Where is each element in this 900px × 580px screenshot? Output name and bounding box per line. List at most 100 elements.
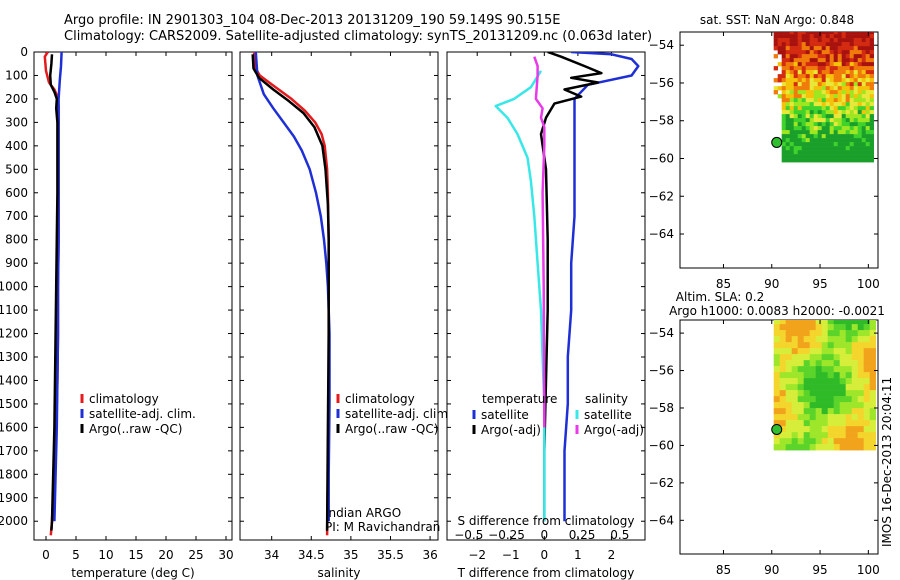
- sst_map-cell: [861, 150, 866, 155]
- sst_map-cell: [821, 158, 826, 163]
- sst_map-cell: [805, 42, 810, 47]
- sst_map-cell: [825, 42, 830, 47]
- sst_map-cell: [789, 50, 794, 55]
- sst_map-cell: [813, 74, 818, 79]
- sst_map-cell: [853, 82, 858, 87]
- sst_map-cell: [841, 54, 846, 59]
- sla_map-cell: [779, 384, 786, 391]
- sst_map-cell: [781, 66, 786, 71]
- sst_map-cell: [789, 102, 794, 107]
- sst_map-cell: [825, 82, 830, 87]
- sst_map-cell: [857, 118, 862, 123]
- sla_map-cell: [815, 324, 822, 331]
- sst_map-cell: [841, 34, 846, 39]
- sla_map-cell: [803, 402, 810, 409]
- sst_map-cell: [805, 102, 810, 107]
- sla_map-cell: [773, 378, 780, 385]
- sst_map-cell: [801, 118, 806, 123]
- sla_map-cell: [797, 420, 804, 427]
- sst_map-cell: [785, 78, 790, 83]
- sst_map-cell: [837, 114, 842, 119]
- sst_map-cell: [837, 98, 842, 103]
- sst_map-cell: [781, 82, 786, 87]
- sla_map-cell: [851, 330, 858, 337]
- sla_map-cell: [839, 342, 846, 349]
- sla_map-cell: [773, 372, 780, 379]
- sla_map-cell: [863, 444, 870, 451]
- temperature-xtick-label: 20: [158, 548, 173, 562]
- sst_map-cell: [849, 50, 854, 55]
- sst_map-cell: [805, 82, 810, 87]
- sst_map-cell: [813, 134, 818, 139]
- sla_map-cell: [815, 390, 822, 397]
- salinity-annotation: PI: M Ravichandran: [325, 520, 440, 534]
- sla_map-cell: [821, 348, 828, 355]
- sst_map-cell: [813, 82, 818, 87]
- sla_map-cell: [839, 324, 846, 331]
- sst_map-cell: [789, 122, 794, 127]
- sla_map-cell: [797, 414, 804, 421]
- temperature-ytick-label: 1500: [0, 397, 28, 411]
- sla_map-cell: [833, 378, 840, 385]
- sla_map-cell: [851, 354, 858, 361]
- sst_map-cell: [813, 58, 818, 63]
- sst_map-cell: [809, 98, 814, 103]
- sla_map-cell: [857, 342, 864, 349]
- sla_map-cell: [809, 396, 816, 403]
- sst_map-cell: [837, 122, 842, 127]
- sst_map-cell: [773, 34, 778, 39]
- sst_map-cell: [861, 146, 866, 151]
- figure-title-line2: Climatology: CARS2009. Satellite-adjuste…: [64, 29, 653, 44]
- temperature-ytick-label: 100: [5, 68, 28, 82]
- sla_map-cell: [791, 354, 798, 361]
- sst_map-cell: [817, 50, 822, 55]
- sst_map-cell: [837, 46, 842, 51]
- sla_map-cell: [785, 432, 792, 439]
- sla_map-cell: [845, 438, 852, 445]
- sla_map-cell: [785, 342, 792, 349]
- sla_map-cell: [827, 390, 834, 397]
- sst_map-cell: [785, 122, 790, 127]
- sla_map-cell: [833, 348, 840, 355]
- sst_map-cell: [825, 150, 830, 155]
- sst_map-cell: [797, 106, 802, 111]
- sst_map-cell: [841, 46, 846, 51]
- sst_map-cell: [829, 32, 834, 35]
- sla_map-cell: [869, 336, 876, 343]
- sst_map-cell: [837, 118, 842, 123]
- sst_map-cell: [789, 46, 794, 51]
- sst_map-cell: [809, 130, 814, 135]
- sst_map-cell: [785, 46, 790, 51]
- sst_map-cell: [857, 62, 862, 67]
- sla_map-ytick-label: −64: [649, 513, 674, 527]
- sst_map-cell: [837, 38, 842, 43]
- sst_map-cell: [789, 90, 794, 95]
- sst_map-cell: [845, 158, 850, 163]
- sst_map-cell: [817, 134, 822, 139]
- sst_map-cell: [869, 94, 874, 99]
- sst_map-cell: [777, 38, 782, 43]
- sst_map-cell: [801, 110, 806, 115]
- sla_map-cell: [863, 438, 870, 445]
- sla_map-cell: [791, 432, 798, 439]
- sla_map-cell: [809, 444, 816, 451]
- sst_map-cell: [821, 114, 826, 119]
- sst_map-cell: [845, 122, 850, 127]
- sla_map-cell: [839, 432, 846, 439]
- sst_map-cell: [845, 134, 850, 139]
- sla_map-cell: [773, 444, 780, 451]
- sla_map-cell: [803, 384, 810, 391]
- sla_map-cell: [827, 330, 834, 337]
- sst_map-cell: [869, 102, 874, 107]
- sst_map-cell: [817, 34, 822, 39]
- sst_map-cell: [825, 32, 830, 35]
- sla_map-cell: [845, 320, 852, 325]
- sst_map-cell: [781, 58, 786, 63]
- sst_map-cell: [853, 46, 858, 51]
- sst_map-cell: [869, 66, 874, 71]
- sla_map-cell: [839, 348, 846, 355]
- sla_map-cell: [809, 324, 816, 331]
- sst_map-cell: [865, 70, 870, 75]
- sst_map-cell: [801, 86, 806, 91]
- sst_map-cell: [853, 102, 858, 107]
